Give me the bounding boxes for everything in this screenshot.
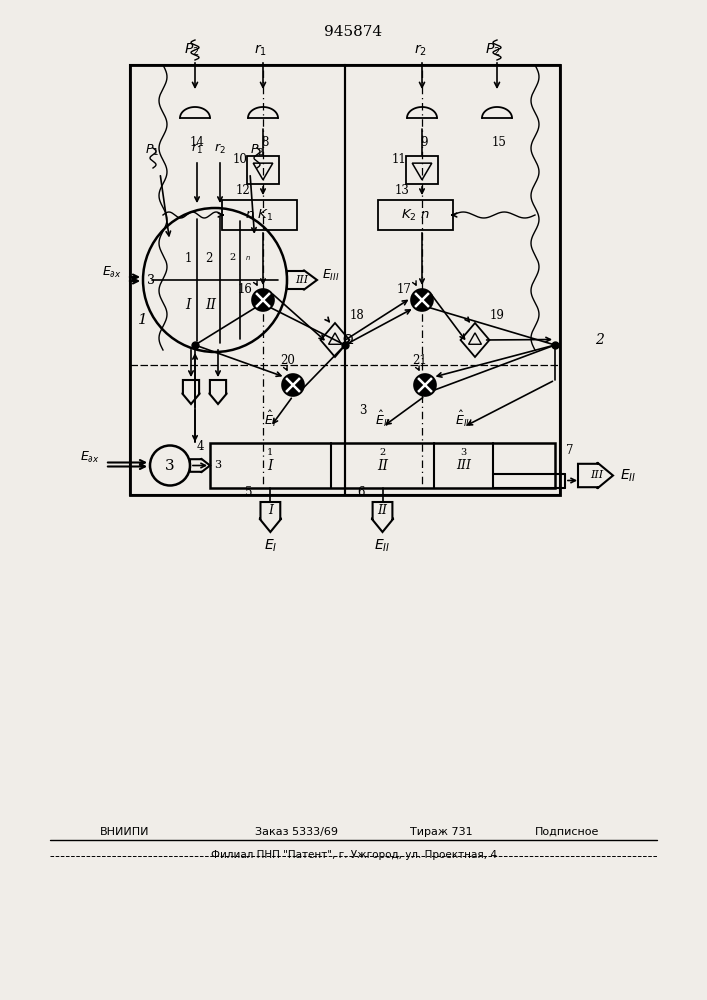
Text: 2: 2 [229,253,235,262]
Bar [345,65,560,495]
Circle shape [411,289,433,311]
Text: $P_2$: $P_2$ [250,143,264,158]
Text: $_n$: $_n$ [245,253,251,262]
Text: 3: 3 [147,273,155,286]
Text: 15: 15 [491,136,506,149]
Text: 1: 1 [267,448,274,457]
Text: 16: 16 [238,283,252,296]
Text: 945874: 945874 [324,25,382,39]
Text: 2: 2 [205,251,212,264]
Text: $E_{II}$: $E_{II}$ [620,467,636,484]
Text: $r_2$: $r_2$ [214,142,226,156]
Text: Тираж 731: Тираж 731 [410,827,472,837]
Text: $\hat{E}_I$: $\hat{E}_I$ [264,409,276,429]
Text: $E_{II}$: $E_{II}$ [375,538,391,554]
Text: 6: 6 [357,487,365,499]
Text: 9: 9 [420,136,428,149]
Text: $P_2$: $P_2$ [185,42,200,58]
Text: $r_2$: $r_2$ [414,43,426,58]
Text: 11: 11 [391,153,406,166]
Text: $P_2$: $P_2$ [485,42,501,58]
Text: 19: 19 [489,309,504,322]
Text: 13: 13 [395,184,410,196]
Bar [247,156,279,184]
Text: 12: 12 [235,184,250,196]
Text: 18: 18 [350,309,364,322]
Bar [378,200,453,230]
Text: I: I [185,298,191,312]
Text: 21: 21 [413,354,427,367]
Text: $E_{\partial x}$: $E_{\partial x}$ [103,264,122,280]
Text: 3: 3 [358,404,366,417]
Text: III: III [296,275,308,285]
Bar [222,200,297,230]
Bar [210,443,555,488]
Circle shape [252,289,274,311]
Text: Подписное: Подписное [535,827,600,837]
Text: 14: 14 [189,136,204,149]
Text: II: II [378,504,387,517]
Text: $\Omega$: $\Omega$ [342,333,354,347]
Text: 20: 20 [281,354,296,367]
Text: 1: 1 [138,313,148,327]
Text: 2: 2 [595,333,604,347]
Text: $E_I$: $E_I$ [264,538,277,554]
Text: I: I [268,458,273,473]
Text: II: II [377,458,388,473]
Text: $\hat{E}_{II}$: $\hat{E}_{II}$ [375,409,390,429]
Bar [130,65,560,495]
Text: III: III [456,459,471,472]
Text: 3: 3 [165,458,175,473]
Text: $r_1$: $r_1$ [254,43,267,58]
Text: 1: 1 [185,251,192,264]
Text: $E_{\partial x}$: $E_{\partial x}$ [80,450,100,465]
Text: 8: 8 [262,136,269,149]
Bar [406,156,438,184]
Text: 5: 5 [245,487,252,499]
Text: $K_2\ n$: $K_2\ n$ [401,207,430,223]
Text: 3: 3 [214,460,221,471]
Bar [130,65,345,495]
Text: Заказ 5333/69: Заказ 5333/69 [255,827,338,837]
Text: 2: 2 [380,448,385,457]
Circle shape [282,374,304,396]
Text: $r_1$: $r_1$ [191,142,203,156]
Text: ВНИИПИ: ВНИИПИ [100,827,149,837]
Text: II: II [205,298,216,312]
Text: $n\ K_1$: $n\ K_1$ [245,207,274,223]
Text: I: I [268,504,273,517]
Text: $E_{III}$: $E_{III}$ [322,267,339,283]
Text: $\hat{E}_{III}$: $\hat{E}_{III}$ [455,409,472,429]
Circle shape [414,374,436,396]
Text: 4: 4 [197,440,204,454]
Text: 7: 7 [566,444,574,458]
Text: $P_1$: $P_1$ [145,143,159,158]
Text: Филиал ПНП "Патент", г. Ужгород, ул. Проектная, 4: Филиал ПНП "Патент", г. Ужгород, ул. Про… [211,850,497,860]
Text: 3: 3 [460,448,467,457]
Text: III: III [590,471,604,481]
Text: 10: 10 [232,153,247,166]
Text: 17: 17 [397,283,411,296]
